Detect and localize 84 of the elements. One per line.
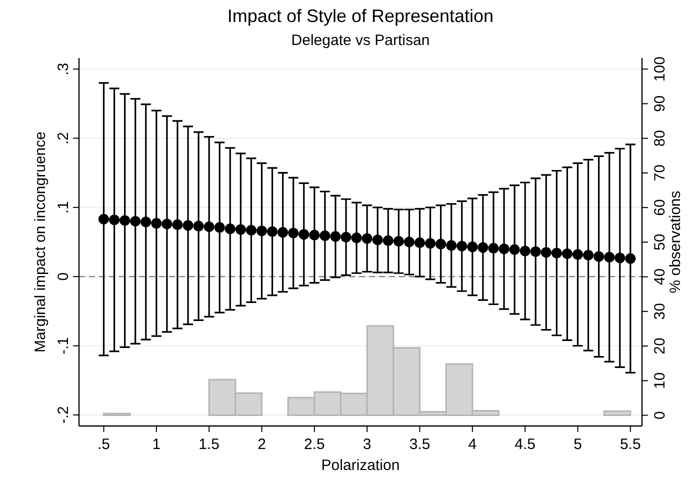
y2-tick-label: 60 xyxy=(651,199,668,216)
y2-tick-label: 80 xyxy=(651,130,668,147)
x-tick-label: 1.5 xyxy=(198,436,220,453)
point xyxy=(320,230,330,242)
point xyxy=(140,216,152,228)
point xyxy=(530,246,541,257)
point xyxy=(214,222,225,233)
point xyxy=(414,237,426,248)
x-tick-label: 4 xyxy=(468,436,477,453)
point xyxy=(446,240,457,251)
point xyxy=(224,224,236,234)
point xyxy=(204,221,214,232)
chart-subtitle: Delegate vs Partisan xyxy=(291,32,430,49)
point xyxy=(340,232,352,242)
point xyxy=(614,252,626,264)
point xyxy=(382,235,394,246)
y2-tick-label: 10 xyxy=(651,372,668,389)
y2-tick-label: 30 xyxy=(651,303,668,320)
point xyxy=(498,244,510,254)
point xyxy=(520,246,530,256)
y-tick-label: 0 xyxy=(55,272,72,281)
y-tick-label: .2 xyxy=(55,132,72,144)
point xyxy=(362,233,372,244)
point xyxy=(551,248,562,258)
point xyxy=(540,247,552,258)
point xyxy=(172,219,183,230)
x-tick-label: 5.5 xyxy=(620,436,641,453)
point xyxy=(182,220,194,231)
point xyxy=(108,214,120,226)
point xyxy=(351,232,362,244)
y-tick-label: -.2 xyxy=(55,406,72,424)
x-tick-label: 1 xyxy=(152,436,161,453)
point xyxy=(436,238,446,250)
point xyxy=(162,218,172,230)
point xyxy=(372,234,383,246)
point xyxy=(330,231,341,242)
point xyxy=(256,226,268,236)
point xyxy=(467,242,478,252)
y2-axis-title: % observations xyxy=(667,190,684,294)
point xyxy=(246,224,257,236)
x-tick-label: 4.5 xyxy=(514,436,536,453)
point xyxy=(625,253,636,264)
y-tick-label: -.1 xyxy=(55,337,72,355)
y2-tick-label: 40 xyxy=(651,268,668,286)
point xyxy=(393,236,404,247)
point xyxy=(604,252,615,263)
point xyxy=(309,230,320,240)
x-tick-label: .5 xyxy=(97,436,110,453)
x-tick-label: 2.5 xyxy=(304,436,325,453)
chart-title: Impact of Style of Representation xyxy=(227,6,494,26)
x-tick-label: 5 xyxy=(574,436,582,453)
point xyxy=(456,240,468,252)
x-tick-label: 2 xyxy=(258,436,266,453)
point xyxy=(288,228,299,238)
x-tick-label: 3 xyxy=(362,436,372,453)
y2-tick-label: 50 xyxy=(651,234,668,251)
point xyxy=(266,226,278,237)
point xyxy=(478,242,488,253)
point xyxy=(151,218,162,229)
y2-tick-label: 100 xyxy=(651,56,668,82)
point xyxy=(424,238,436,249)
x-tick-label: 3.5 xyxy=(409,436,430,453)
point xyxy=(404,236,415,248)
point xyxy=(572,249,584,260)
point xyxy=(594,251,604,262)
point xyxy=(298,229,310,240)
point xyxy=(98,214,110,224)
y-tick-label: .3 xyxy=(55,62,72,76)
point xyxy=(509,244,520,255)
point xyxy=(130,216,141,227)
point xyxy=(582,250,594,260)
y-axis-title: Marginal impact on incongruence xyxy=(32,132,49,352)
y2-tick-label: 20 xyxy=(651,338,668,354)
y-tick-label: .1 xyxy=(55,201,72,214)
point xyxy=(235,224,246,235)
y2-tick-label: 70 xyxy=(651,164,668,182)
y2-tick-label: 90 xyxy=(651,95,668,112)
point xyxy=(488,242,499,254)
y2-tick-label: 0 xyxy=(651,411,668,420)
x-axis-title: Polarization xyxy=(321,457,400,474)
point xyxy=(120,215,130,226)
point xyxy=(193,220,204,232)
point xyxy=(562,248,573,260)
point xyxy=(278,227,288,238)
